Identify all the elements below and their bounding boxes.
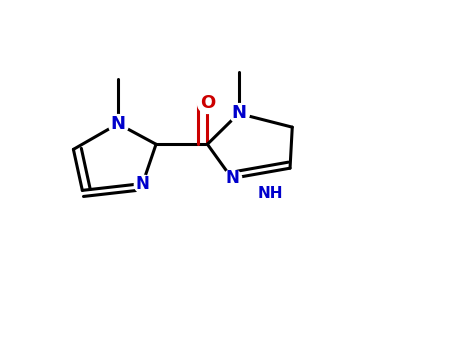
Text: N: N <box>136 175 150 193</box>
Text: N: N <box>231 105 246 122</box>
Text: N: N <box>225 169 239 187</box>
Text: N: N <box>111 115 126 133</box>
Text: NH: NH <box>257 186 283 201</box>
Text: O: O <box>200 94 215 112</box>
